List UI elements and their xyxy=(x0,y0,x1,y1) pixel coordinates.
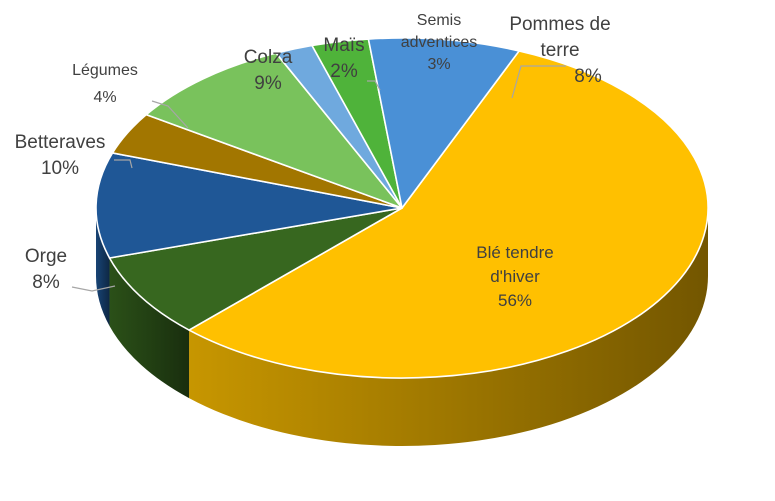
data-label-percent-pommes-de-terre: 8% xyxy=(574,66,602,87)
side-wall-orge xyxy=(109,257,190,399)
slice-orge[interactable] xyxy=(108,207,403,331)
data-label-category-betteraves: Betteraves xyxy=(15,132,106,153)
leader-lines xyxy=(71,65,566,292)
slice-ble-tendre-d-hiver[interactable] xyxy=(188,50,709,379)
data-label-category-orge: Orge xyxy=(25,246,67,267)
data-label-percent-colza: 9% xyxy=(254,73,282,94)
side-wall-ble-tendre-d-hiver xyxy=(189,208,709,447)
leader-line-mais xyxy=(367,80,381,91)
slice-colza[interactable] xyxy=(145,52,403,209)
slice-betteraves[interactable] xyxy=(95,152,403,259)
pie-side-walls xyxy=(96,208,709,447)
data-label-category-legumes: Légumes xyxy=(72,62,138,79)
data-label-category-semis-adventices: Semis xyxy=(417,12,461,29)
data-label-percent-betteraves: 10% xyxy=(41,158,79,179)
slice-pommes-de-terre[interactable] xyxy=(367,37,520,209)
data-label-category-ble-tendre-d-hiver: Blé tendre xyxy=(476,243,554,262)
data-label-category-mais: Maïs xyxy=(323,35,364,56)
leader-line-betteraves xyxy=(114,159,133,169)
data-label-category-ble-tendre-d-hiver: d'hiver xyxy=(490,267,540,286)
data-label-percent-mais: 2% xyxy=(330,61,358,82)
pie-top-faces xyxy=(95,37,709,379)
data-label-percent-ble-tendre-d-hiver: 56% xyxy=(498,291,532,310)
data-label-category-pommes-de-terre: terre xyxy=(540,40,579,61)
leader-line-orge xyxy=(71,285,116,292)
data-label-percent-legumes: 4% xyxy=(93,89,116,106)
data-label-category-pommes-de-terre: Pommes de xyxy=(509,14,610,35)
data-label-percent-orge: 8% xyxy=(32,272,60,293)
data-label-percent-semis-adventices: 3% xyxy=(427,56,450,73)
leader-line-legumes xyxy=(151,100,189,129)
slice-labels: Blé tendre d'hiver 56% Orge 8% Betteraves 10% L… xyxy=(15,12,611,310)
side-wall-betteraves xyxy=(96,208,110,326)
data-label-category-colza: Colza xyxy=(244,47,293,68)
data-label-category-semis-adventices: adventices xyxy=(401,34,478,51)
leader-line-pommes-de-terre xyxy=(511,65,566,99)
